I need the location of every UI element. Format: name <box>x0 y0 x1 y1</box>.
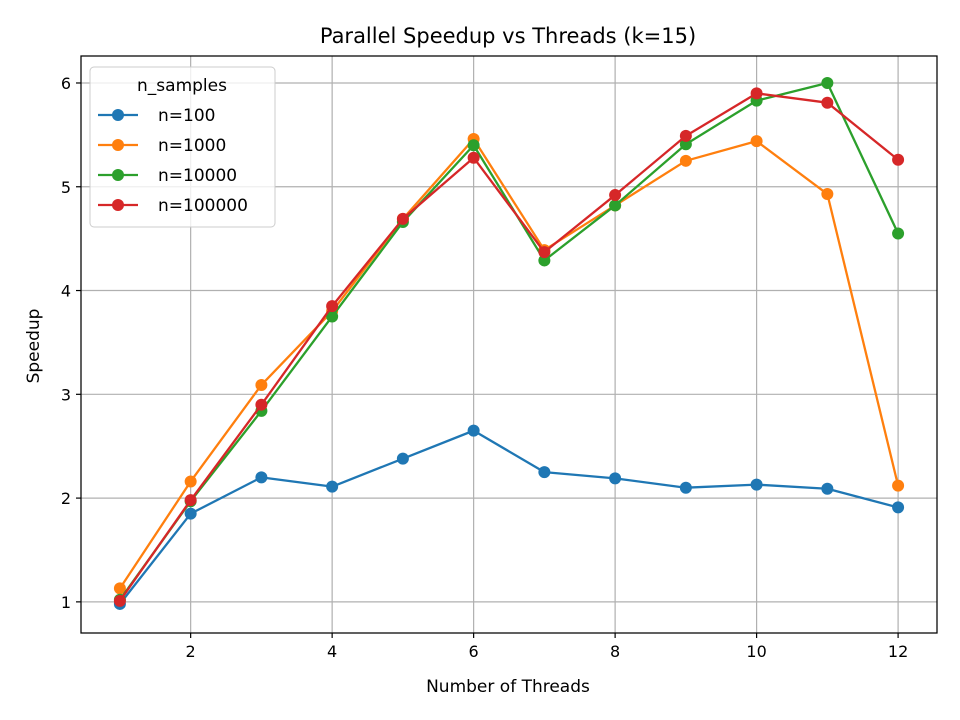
x-tick-label: 2 <box>186 642 196 661</box>
data-point <box>113 582 126 595</box>
data-point <box>892 227 905 240</box>
legend-label: n=100000 <box>158 196 248 216</box>
series-line <box>119 429 899 605</box>
legend-label: n=10000 <box>158 166 237 186</box>
data-point <box>821 482 834 495</box>
data-point <box>679 481 692 494</box>
data-point <box>892 501 905 514</box>
data-point <box>750 478 763 491</box>
data-point <box>326 480 339 493</box>
data-point <box>892 479 905 492</box>
x-tick-label: 6 <box>469 642 479 661</box>
y-tick-label: 4 <box>61 282 71 301</box>
series-line <box>118 137 900 590</box>
data-point <box>467 151 480 164</box>
x-axis-ticks: 2 4 6 8 10 12 <box>186 633 908 661</box>
y-tick-label: 6 <box>61 74 71 93</box>
legend-marker <box>112 139 124 151</box>
data-point <box>326 300 339 313</box>
data-point <box>255 378 268 391</box>
y-tick-label: 3 <box>61 385 71 404</box>
x-tick-label: 8 <box>610 642 620 661</box>
chart-title: Parallel Speedup vs Threads (k=15) <box>320 24 696 48</box>
x-tick-label: 12 <box>888 642 908 661</box>
data-point <box>255 398 268 411</box>
y-axis-ticks: 1 2 3 4 5 6 <box>61 74 81 612</box>
data-point <box>396 452 409 465</box>
x-axis-label: Number of Threads <box>426 677 590 697</box>
plot-frame <box>80 55 938 634</box>
legend-marker <box>112 169 124 181</box>
data-point <box>821 96 834 109</box>
series-layer <box>113 76 905 610</box>
data-point <box>396 212 409 225</box>
data-point <box>609 472 622 485</box>
data-point <box>821 188 834 201</box>
data-point <box>255 471 268 484</box>
data-point <box>750 135 763 148</box>
legend-entry: n=10000 <box>98 166 237 186</box>
series-line <box>118 92 899 602</box>
legend-entry: n=100000 <box>98 196 248 216</box>
legend-marker <box>112 109 124 121</box>
series-line <box>118 81 900 601</box>
data-point <box>538 466 551 479</box>
legend-label: n=1000 <box>158 136 226 156</box>
data-point <box>184 494 197 507</box>
legend-entry: n=100 <box>98 106 215 126</box>
x-tick-label: 10 <box>746 642 766 661</box>
legend-entries: n=100 n=1000 n=10000 n=100000 <box>98 106 248 216</box>
data-point <box>467 424 480 437</box>
y-tick-label: 5 <box>61 178 71 197</box>
data-point <box>538 254 551 267</box>
data-point <box>679 138 692 151</box>
data-point <box>538 246 551 259</box>
legend: n_samples n=100 n=1000 n=10000 n=100000 <box>89 66 276 228</box>
data-point <box>326 310 339 323</box>
data-point <box>609 199 622 212</box>
series-n=100 <box>113 424 905 610</box>
legend-box <box>89 66 276 228</box>
data-point <box>750 87 763 100</box>
legend-title: n_samples <box>137 76 227 96</box>
data-point <box>467 139 480 152</box>
data-point <box>113 594 126 607</box>
data-point <box>821 76 834 89</box>
y-tick-label: 1 <box>61 593 71 612</box>
y-tick-label: 2 <box>61 489 71 508</box>
data-point <box>892 153 905 166</box>
data-point <box>184 507 197 520</box>
legend-label: n=100 <box>158 106 215 126</box>
data-point <box>609 189 622 202</box>
x-tick-label: 4 <box>327 642 337 661</box>
legend-entry: n=1000 <box>98 136 226 156</box>
y-axis-label: Speedup <box>24 309 44 384</box>
legend-marker <box>112 199 124 211</box>
data-point <box>679 154 692 167</box>
series-n=100000 <box>113 87 905 607</box>
data-point <box>184 475 197 488</box>
data-point <box>679 129 692 142</box>
